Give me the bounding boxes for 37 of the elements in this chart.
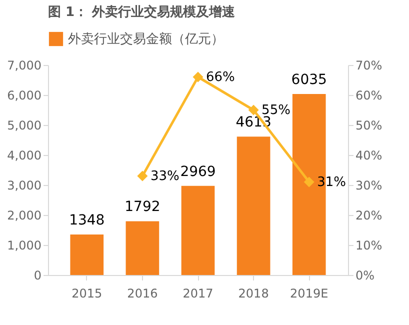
y2-tick-label: 40% [356,148,382,162]
y2-tick-label: 60% [356,88,382,102]
point [248,104,259,116]
data-label: 1792 [124,199,160,216]
legend-label: 外卖行业交易金额（亿元） [68,31,224,47]
y-tick-label: 5,000 [7,118,42,132]
y-tick-label: 3,000 [7,178,42,192]
y2-tick-label: 50% [356,118,382,132]
data-label: 33% [150,169,180,184]
chart-title: 图 1： 外卖行业交易规模及增速 [48,4,236,20]
y2-tick-label: 30% [356,178,382,192]
data-label: 6035 [291,72,327,88]
x-tick-label: 2017 [182,286,214,300]
bar [236,136,270,275]
data-label: 66% [206,70,235,85]
y-tick-label: 1,000 [7,238,42,252]
x-tick-label: 2015 [72,286,102,300]
data-label: 2969 [180,164,216,180]
bar [126,221,160,275]
bar [70,234,104,275]
y-tick-label: 2,000 [7,208,42,222]
point [137,170,148,182]
point [304,176,314,188]
x-tick-label: 2016 [127,286,158,300]
y2-tick-label: 10% [356,238,382,252]
y2-tick-label: 20% [356,208,382,222]
data-label: 1348 [69,212,105,229]
bar [181,186,215,275]
x-tick-label: 2018 [238,286,269,300]
point [192,72,204,82]
y-tick-label: 4,000 [7,148,42,162]
x-tick-label: 2019E [290,286,328,300]
y2-tick-label: 0% [356,268,375,282]
y-tick-label: 0 [34,268,42,282]
y2-tick-label: 70% [356,58,382,72]
y-tick-label: 7,000 [7,58,42,72]
y-tick-label: 6,000 [7,88,42,102]
